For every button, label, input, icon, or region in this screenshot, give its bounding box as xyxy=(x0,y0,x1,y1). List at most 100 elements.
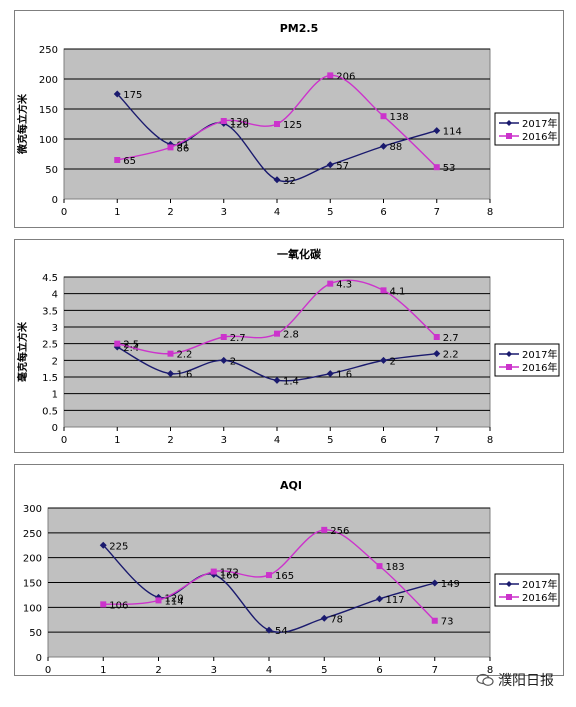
y-tick-label: 50 xyxy=(45,165,58,176)
data-label: 32 xyxy=(283,176,296,187)
data-label: 54 xyxy=(275,626,288,637)
data-label: 172 xyxy=(220,568,239,579)
data-label: 86 xyxy=(177,143,190,154)
legend-box xyxy=(494,573,560,607)
y-tick-label: 2.5 xyxy=(42,340,58,351)
data-point-2016 xyxy=(114,157,121,163)
chart-0: 0 50 100 150 200 250 0 1 2 3 4 5 6 7 8 PM2.5 微克每立方米 175 91… xyxy=(16,22,560,218)
data-label: 78 xyxy=(330,614,343,625)
data-point-2016 xyxy=(266,572,272,579)
y-axis-label: 毫克每立方米 xyxy=(16,321,29,382)
y-tick-label: 2 xyxy=(52,356,58,367)
y-tick-label: 200 xyxy=(23,554,42,565)
data-label: 2.7 xyxy=(230,333,246,344)
y-tick-label: 1 xyxy=(52,390,58,401)
data-point-2017 xyxy=(273,376,281,384)
x-tick-label: 2 xyxy=(167,435,173,446)
x-tick-label: 0 xyxy=(45,665,51,676)
data-point-2016 xyxy=(220,334,227,340)
watermark-text: 濮阳日报 xyxy=(498,673,554,689)
data-point-2016 xyxy=(210,568,217,575)
x-tick-label: 4 xyxy=(274,435,280,446)
legend-marker-2016 xyxy=(506,133,512,139)
legend-label: 2017年 xyxy=(522,117,557,130)
legend-label: 2016年 xyxy=(522,130,557,143)
data-point-2017 xyxy=(376,595,383,603)
y-tick-label: 0.5 xyxy=(42,406,58,417)
data-label: 149 xyxy=(441,579,460,590)
data-point-2017 xyxy=(326,370,334,378)
legend-marker-2016 xyxy=(506,594,512,600)
data-point-2016 xyxy=(100,601,107,608)
data-label: 2 xyxy=(230,356,236,367)
y-tick-label: 100 xyxy=(39,135,58,146)
data-point-2016 xyxy=(167,144,174,151)
data-point-2017 xyxy=(433,350,441,358)
x-tick-label: 5 xyxy=(327,207,333,218)
data-point-2017 xyxy=(99,541,107,549)
x-tick-label: 0 xyxy=(61,435,67,446)
legend-label: 2016年 xyxy=(522,361,557,374)
x-tick-label: 1 xyxy=(114,207,120,218)
data-point-2016 xyxy=(321,526,328,533)
legend-label: 2017年 xyxy=(522,348,557,361)
chat-bubble-icon xyxy=(476,673,494,687)
data-point-2016 xyxy=(431,617,438,624)
y-tick-label: 250 xyxy=(23,529,42,540)
data-point-2016 xyxy=(327,280,334,287)
data-point-2017 xyxy=(433,127,441,135)
chart-title: 一氧化碳 xyxy=(277,247,322,261)
data-label: 166 xyxy=(220,571,239,582)
data-label: 256 xyxy=(330,526,349,537)
data-label: 175 xyxy=(123,90,142,101)
x-tick-label: 8 xyxy=(487,665,493,676)
legend-marker-2017 xyxy=(506,581,512,587)
watermark: 濮阳日报 xyxy=(476,670,554,694)
data-label: 130 xyxy=(230,117,249,128)
data-label: 114 xyxy=(165,596,184,607)
data-point-2017 xyxy=(380,142,387,150)
data-point-2017 xyxy=(380,356,387,364)
data-point-2017 xyxy=(320,614,328,622)
data-point-2016 xyxy=(155,597,162,604)
x-tick-label: 2 xyxy=(167,207,173,218)
y-tick-label: 0 xyxy=(52,195,58,206)
data-point-2017 xyxy=(113,90,121,98)
data-label: 1.6 xyxy=(336,370,352,381)
data-label: 1.4 xyxy=(283,376,299,387)
chart-title: PM2.5 xyxy=(280,22,319,35)
x-tick-label: 3 xyxy=(221,435,227,446)
y-tick-label: 300 xyxy=(23,504,42,515)
data-label: 120 xyxy=(165,593,184,604)
y-tick-label: 200 xyxy=(39,75,58,86)
data-label: 4.3 xyxy=(336,280,352,291)
data-point-2017 xyxy=(326,161,334,169)
data-label: 225 xyxy=(109,541,128,552)
x-tick-label: 3 xyxy=(211,665,217,676)
data-label: 114 xyxy=(443,127,462,138)
x-tick-label: 5 xyxy=(321,665,327,676)
legend-marker-2017 xyxy=(506,120,512,126)
data-point-2016 xyxy=(380,287,387,294)
data-point-2016 xyxy=(380,113,387,120)
data-point-2016 xyxy=(327,72,334,79)
x-tick-label: 8 xyxy=(487,207,493,218)
y-tick-label: 150 xyxy=(23,579,42,590)
y-tick-label: 250 xyxy=(39,45,58,56)
x-tick-label: 5 xyxy=(327,435,333,446)
data-label: 88 xyxy=(390,142,403,153)
data-point-2016 xyxy=(167,350,174,357)
data-label: 91 xyxy=(177,140,190,151)
data-label: 2.5 xyxy=(123,340,139,351)
x-tick-label: 7 xyxy=(434,435,440,446)
data-label: 138 xyxy=(390,112,409,123)
y-axis-label: 微克每立方米 xyxy=(16,93,29,155)
data-point-2016 xyxy=(433,334,440,340)
x-tick-label: 6 xyxy=(380,207,386,218)
x-tick-label: 4 xyxy=(274,207,280,218)
